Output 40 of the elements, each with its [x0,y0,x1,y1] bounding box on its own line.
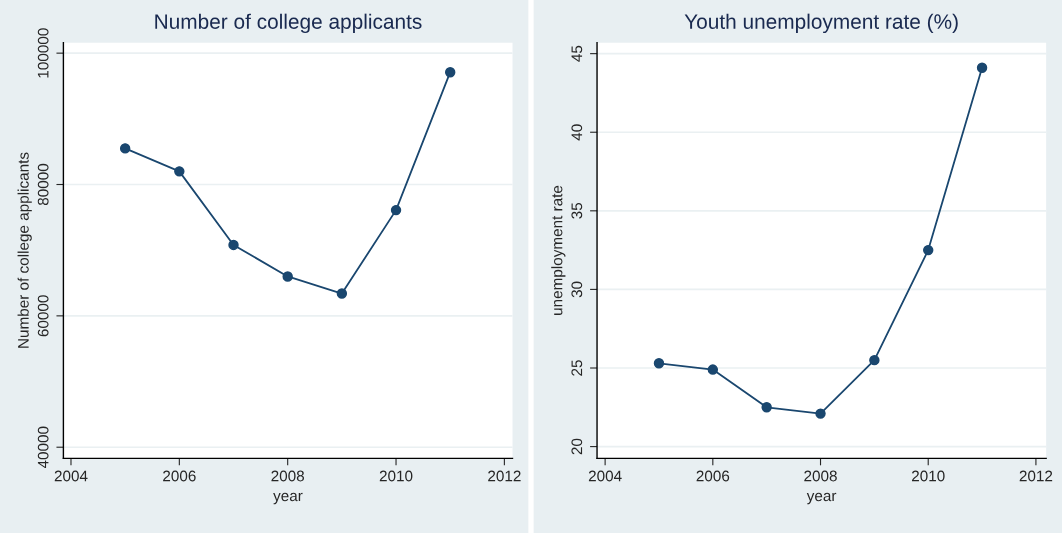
x-tick-label: 2008 [271,470,305,482]
x-tick-label: 2012 [488,470,521,482]
y-tick-label: 80000 [37,163,49,206]
x-tick-label: 2010 [379,470,413,482]
y-tick-label: 40000 [37,426,49,469]
x-tick-label: 2008 [804,470,837,482]
point [336,288,348,299]
y-tick-label: 60000 [37,295,49,337]
point [653,358,665,369]
y-tick-label: 30 [571,281,583,298]
x-tick-label: 2004 [588,470,622,482]
x-axis-title: year [806,492,837,505]
x-tick-label: 2004 [54,470,88,482]
x-tick-label: 2012 [1019,470,1053,482]
y-tick-label: 40 [571,124,583,141]
x-axis-title: year [273,492,303,505]
y-tick-label: 25 [571,360,583,376]
y-axis-title: Number of college applicants [17,152,32,348]
point [282,271,293,282]
y-tick-label: 35 [571,202,583,219]
y-tick-label: 100000 [37,28,49,78]
x-tick-label: 2010 [912,470,945,482]
point [923,244,934,256]
chart-title: Number of college applicants [155,13,422,34]
y-tick-label: 45 [571,45,583,62]
point [815,408,826,419]
chart-title: Youth unemployment rate (%) [684,13,958,34]
point [119,143,131,154]
y-tick-label: 20 [571,438,583,455]
x-tick-label: 2006 [696,470,730,482]
point [174,166,185,177]
point [976,62,988,73]
point [761,402,772,413]
point [869,354,880,366]
point [444,66,456,78]
y-axis-title: unemployment rate [551,185,566,315]
x-tick-label: 2006 [163,470,196,482]
point [707,364,719,375]
point [390,204,402,216]
point [228,239,239,251]
